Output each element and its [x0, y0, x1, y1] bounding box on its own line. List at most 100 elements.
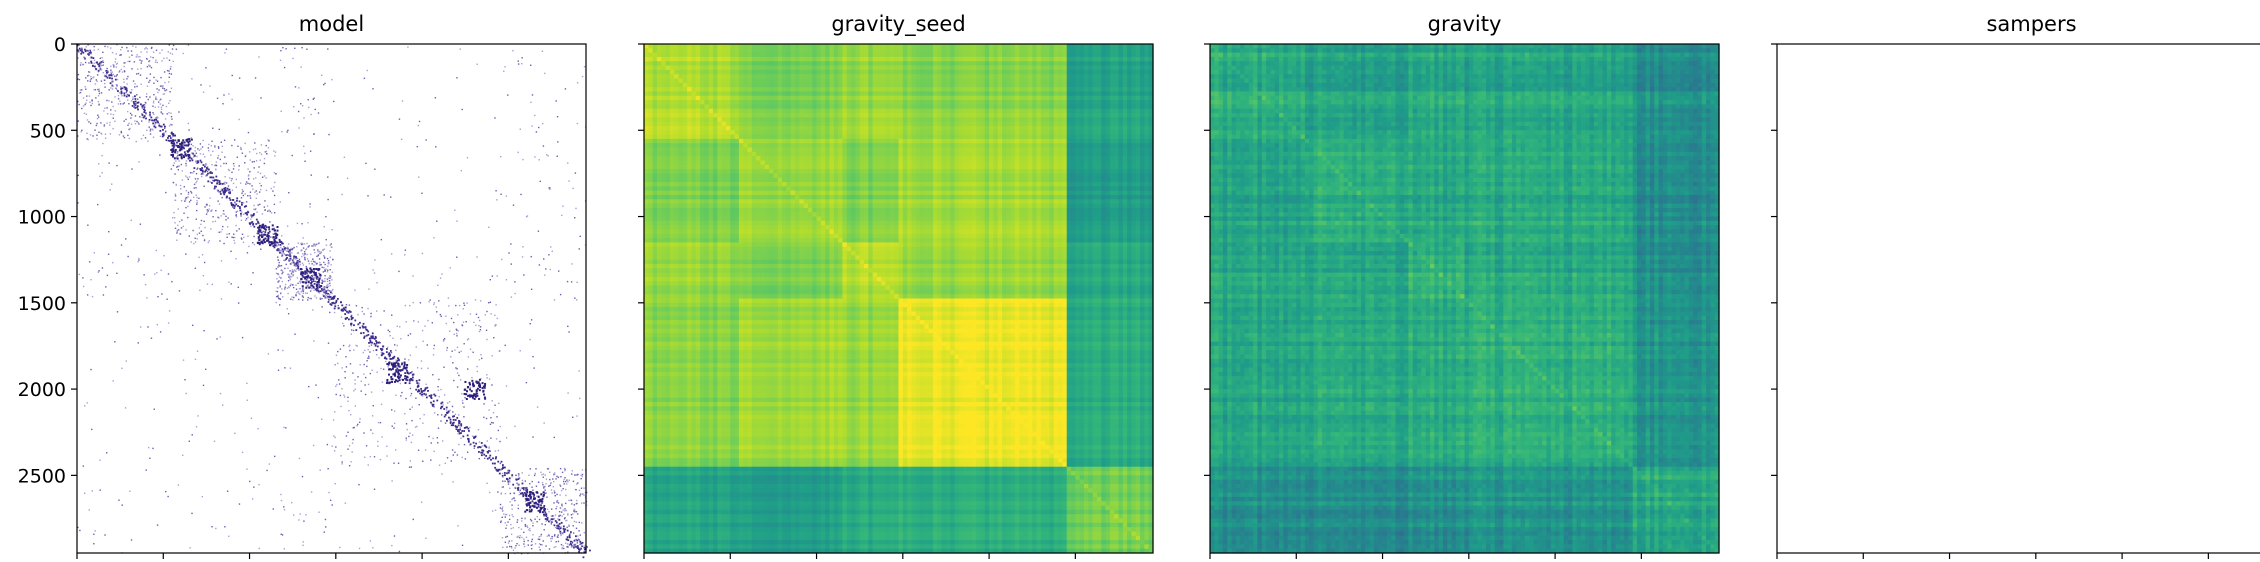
heatmap-cell: [309, 253, 312, 256]
heatmap-cell: [669, 78, 675, 84]
heatmap-cell: [259, 182, 261, 185]
heatmap-cell: [291, 248, 293, 251]
heatmap-cell: [385, 357, 388, 360]
heatmap-cell: [1135, 48, 1141, 54]
heatmap-cell: [669, 56, 675, 62]
heatmap-cell: [169, 137, 172, 139]
heatmap-cell: [1118, 69, 1124, 75]
heatmap-cell: [227, 217, 229, 219]
heatmap-cell: [289, 270, 291, 272]
heatmap-cell: [140, 62, 142, 64]
heatmap-cell: [210, 144, 212, 147]
heatmap-cell: [205, 67, 207, 69]
heatmap-cell: [1122, 74, 1128, 80]
heatmap-cell: [175, 48, 178, 50]
heatmap-cell: [704, 69, 710, 75]
heatmap-cell: [286, 287, 289, 289]
heatmap-cell: [550, 540, 552, 542]
heatmap-cell: [123, 94, 126, 97]
heatmap-cell: [466, 390, 469, 393]
heatmap-cell: [782, 78, 787, 84]
heatmap-cell: [264, 228, 267, 231]
heatmap-cell: [427, 390, 429, 392]
heatmap-cell: [511, 475, 513, 478]
heatmap-cell: [415, 397, 417, 399]
heatmap-cell: [1144, 61, 1150, 67]
heatmap-cell: [409, 378, 412, 380]
heatmap-cell: [1023, 78, 1029, 84]
heatmap-cell: [396, 325, 398, 327]
heatmap-cell: [295, 294, 297, 296]
heatmap-cell: [109, 77, 111, 79]
heatmap-cell: [425, 139, 427, 141]
heatmap-cell: [196, 233, 199, 236]
heatmap-cell: [548, 254, 550, 256]
heatmap-cell: [980, 65, 986, 71]
heatmap-cell: [565, 542, 567, 544]
heatmap-cell: [154, 123, 156, 126]
heatmap-cell: [197, 148, 199, 150]
heatmap-cell: [149, 128, 152, 130]
heatmap-cell: [233, 207, 236, 209]
heatmap-cell: [263, 225, 266, 228]
heatmap-cell: [79, 529, 81, 532]
heatmap-cell: [355, 329, 358, 331]
heatmap-cell: [316, 275, 319, 278]
heatmap-cell: [466, 451, 469, 453]
heatmap-cell: [127, 134, 129, 137]
heatmap-cell: [457, 430, 459, 432]
heatmap-cell: [530, 510, 533, 513]
heatmap-cell: [537, 481, 540, 483]
heatmap-cell: [350, 325, 352, 327]
heatmap-cell: [247, 168, 249, 170]
heatmap-cell: [717, 78, 723, 84]
heatmap-cell: [501, 474, 504, 477]
heatmap-cell: [401, 362, 404, 365]
heatmap-cell: [299, 263, 301, 266]
heatmap-cell: [1019, 69, 1025, 75]
heatmap-cell: [538, 509, 541, 512]
heatmap-cell: [695, 69, 701, 75]
heatmap-cell: [241, 211, 243, 213]
heatmap-cell: [456, 335, 458, 337]
heatmap-cell: [158, 89, 160, 91]
heatmap-cell: [320, 285, 323, 288]
heatmap-cell: [1096, 52, 1102, 58]
heatmap-cell: [283, 66, 286, 69]
heatmap-cell: [304, 248, 307, 251]
heatmap-cell: [110, 73, 113, 75]
heatmap-cell: [1032, 69, 1038, 75]
heatmap-cell: [120, 130, 122, 133]
heatmap-cell: [416, 145, 419, 148]
heatmap-cell: [490, 313, 492, 315]
heatmap-cell: [331, 229, 333, 231]
heatmap-cell: [678, 61, 684, 67]
heatmap-cell: [102, 294, 105, 296]
heatmap-cell: [1066, 52, 1072, 58]
heatmap-cell: [362, 322, 365, 325]
heatmap-cell: [531, 486, 533, 488]
heatmap-cell: [215, 185, 217, 188]
heatmap-cell: [535, 468, 537, 470]
heatmap-cell: [159, 103, 162, 105]
heatmap-cell: [508, 479, 511, 482]
heatmap-cell: [112, 80, 114, 82]
heatmap-cell: [226, 490, 229, 492]
heatmap-cell: [351, 442, 354, 444]
heatmap-cell: [349, 349, 351, 352]
heatmap-cell: [730, 74, 736, 80]
heatmap-cell: [713, 82, 718, 88]
heatmap-cell: [126, 78, 128, 80]
heatmap-cell: [98, 270, 100, 272]
heatmap-cell: [894, 78, 900, 84]
heatmap-cell: [271, 228, 274, 231]
heatmap-cell: [549, 478, 551, 481]
heatmap-cell: [323, 248, 326, 250]
heatmap-cell: [125, 238, 127, 240]
heatmap-cell: [437, 427, 440, 429]
heatmap-cell: [334, 411, 336, 413]
heatmap-cell: [138, 259, 140, 261]
heatmap-cell: [511, 474, 514, 476]
heatmap-cell: [550, 489, 553, 491]
heatmap-cell: [1062, 65, 1068, 71]
